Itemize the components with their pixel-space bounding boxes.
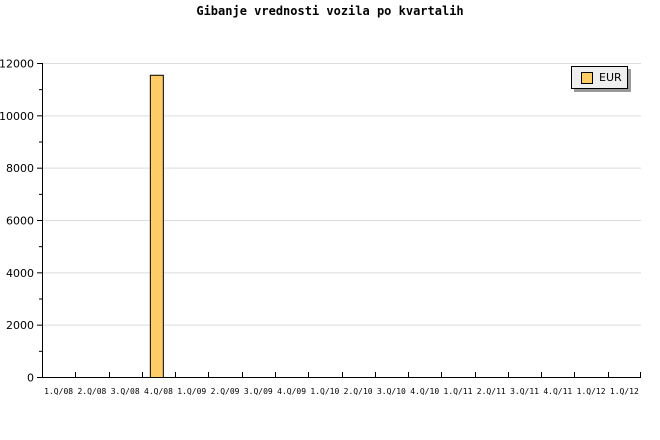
legend: EUR (571, 66, 628, 89)
y-tick-label: 10000 (0, 110, 34, 123)
y-tick-label: 4000 (6, 267, 34, 280)
x-tick-label: 4.Q/08 (144, 387, 173, 396)
x-tick-label: 4.Q/10 (410, 387, 439, 396)
chart-title: Gibanje vrednosti vozila po kvartalih (196, 4, 464, 18)
x-tick-label: 2.Q/10 (344, 387, 373, 396)
x-tick-label: 1.Q/12 (577, 387, 606, 396)
x-tick-label: 1.Q/08 (44, 387, 73, 396)
x-tick-label: 2.Q/08 (77, 387, 106, 396)
x-tick-label: 4.Q/11 (543, 387, 572, 396)
x-tick-label: 3.Q/10 (377, 387, 406, 396)
x-tick-label: 3.Q/09 (244, 387, 273, 396)
legend-swatch (581, 71, 593, 84)
x-tick-label: 1.Q/09 (177, 387, 206, 396)
legend-label: EUR (599, 71, 622, 84)
x-tick-label: 4.Q/09 (277, 387, 306, 396)
y-tick-label: 6000 (6, 215, 34, 228)
x-tick-label: 2.Q/09 (211, 387, 240, 396)
y-tick-label: 2000 (6, 319, 34, 332)
x-tick-label: 1.Q/12 (610, 387, 639, 396)
y-tick-label: 0 (27, 372, 34, 385)
y-tick-label: 8000 (6, 162, 34, 175)
x-tick-label: 1.Q/10 (310, 387, 339, 396)
x-tick-label: 2.Q/11 (477, 387, 506, 396)
x-tick-label: 3.Q/08 (111, 387, 140, 396)
x-tick-label: 1.Q/11 (444, 387, 473, 396)
bar (149, 74, 164, 379)
x-tick-label: 3.Q/11 (510, 387, 539, 396)
y-tick-label: 12000 (0, 58, 34, 71)
